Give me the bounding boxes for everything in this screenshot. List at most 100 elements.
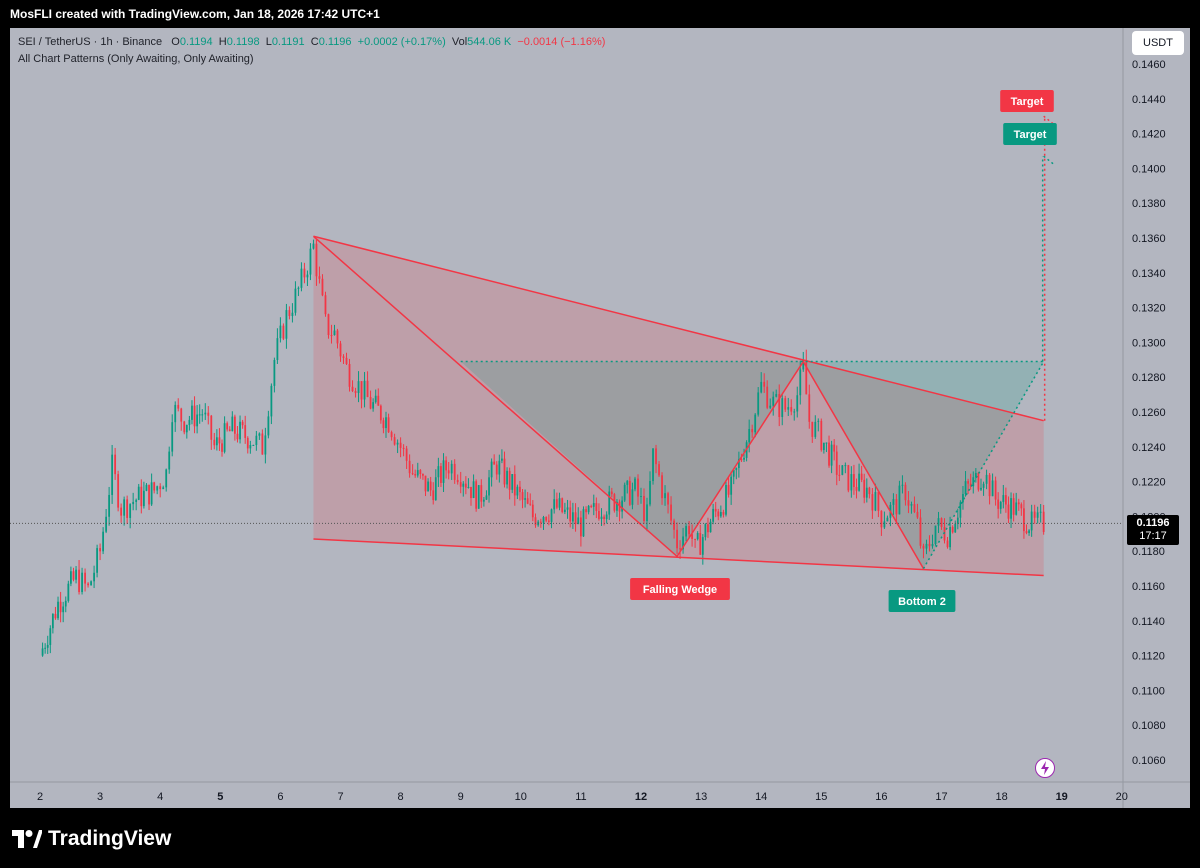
candle-body — [464, 483, 467, 488]
candle-body — [49, 628, 52, 645]
candle-body — [324, 295, 327, 315]
candle-body — [363, 380, 366, 400]
candle-body — [434, 477, 437, 501]
y-tick-label: 0.1260 — [1132, 407, 1166, 419]
candle-body — [670, 504, 672, 521]
candle-body — [600, 516, 603, 519]
candle-body — [414, 474, 417, 476]
candle-body — [285, 310, 288, 339]
candle-body — [730, 476, 733, 495]
volume-change: −0.0014 (−1.16%) — [517, 36, 606, 48]
candle-body — [393, 437, 396, 445]
candle-body — [539, 521, 542, 523]
candle-body — [387, 417, 390, 433]
candle-body — [685, 526, 687, 537]
candle-body — [493, 461, 496, 465]
candle-body — [563, 509, 566, 513]
lightning-icon[interactable] — [1035, 758, 1055, 778]
candle-body — [396, 442, 399, 445]
wedge-target-label-box[interactable] — [1000, 90, 1054, 112]
candle-body — [874, 492, 877, 511]
close-value: 0.1196 — [318, 36, 352, 48]
candle-body — [1023, 508, 1025, 532]
candle-body — [643, 496, 645, 522]
last-price-value: 0.1196 — [1136, 517, 1170, 529]
candle-body — [621, 500, 624, 512]
candle-body — [282, 325, 285, 339]
bottom-target-label[interactable]: Target — [1014, 129, 1047, 141]
candle-body — [928, 543, 931, 547]
currency-button[interactable]: USDT — [1132, 31, 1184, 55]
candle-body — [725, 484, 727, 515]
candle-body — [910, 504, 913, 506]
bottom-target-label-box[interactable] — [1003, 123, 1057, 145]
candle-body — [270, 385, 273, 417]
candle-body — [244, 425, 247, 438]
candle-body — [477, 485, 480, 509]
candle-body — [877, 492, 880, 511]
candle-body — [871, 494, 874, 511]
candle-body — [516, 486, 519, 496]
candle-body — [682, 536, 684, 550]
y-tick-label: 0.1280 — [1132, 372, 1166, 384]
candle-body — [631, 489, 634, 505]
candle-body — [704, 524, 707, 538]
indicator-legend[interactable]: All Chart Patterns (Only Awaiting, Only … — [18, 53, 254, 65]
volume-label: Vol — [451, 36, 468, 48]
candle-body — [330, 335, 333, 337]
candle-body — [51, 613, 54, 629]
y-tick-label: 0.1320 — [1132, 303, 1166, 315]
candle-body — [574, 512, 577, 525]
candle-body — [820, 420, 823, 451]
candle-body — [1015, 502, 1018, 515]
candle-body — [982, 483, 985, 488]
chart-area[interactable]: 0.1460 0.1440 0.1420 0.1400 0.1380 0.1360 0.13… — [10, 28, 1190, 808]
candle-body — [1028, 530, 1030, 534]
candle-body — [778, 394, 781, 417]
candle-body — [868, 487, 871, 495]
candle-body — [664, 493, 666, 499]
candle-body — [709, 521, 712, 533]
candle-body — [712, 508, 715, 522]
x-tick-label: 10 — [515, 791, 527, 803]
tradingview-logo[interactable]: TradingView — [12, 826, 171, 852]
candle-body — [592, 503, 595, 507]
candle-body — [805, 359, 808, 395]
candle-body — [754, 414, 757, 433]
wedge-target-label[interactable]: Target — [1011, 96, 1044, 108]
bottom-2-label[interactable]: Bottom 2 — [898, 596, 946, 608]
candle-body — [855, 487, 858, 491]
y-tick-label: 0.1060 — [1132, 755, 1166, 767]
y-tick-label: 0.1440 — [1132, 94, 1166, 106]
candle-body — [424, 475, 427, 492]
price-chart[interactable]: 0.1460 0.1440 0.1420 0.1400 0.1380 0.1360 0.13… — [10, 28, 1190, 808]
symbol-info[interactable]: SEI / TetherUS · 1h · Binance — [18, 36, 163, 48]
last-price-tag: 0.1196 17:17 — [1127, 515, 1179, 545]
candle-body — [1039, 511, 1042, 513]
y-tick-label: 0.1120 — [1132, 651, 1165, 663]
candle-body — [470, 486, 472, 499]
bottom-2-label-box[interactable] — [888, 590, 956, 612]
candle-body — [156, 486, 159, 491]
y-tick-label: 0.1240 — [1132, 442, 1166, 454]
candle-body — [787, 407, 790, 410]
candle-body — [649, 481, 651, 505]
candle-body — [126, 499, 129, 518]
candle-body — [561, 498, 564, 513]
wedge-upper-line — [313, 235, 1044, 422]
candle-body — [542, 516, 545, 523]
candle-body — [385, 417, 387, 429]
candle-body — [997, 499, 1000, 509]
candle-body — [634, 478, 636, 490]
falling-wedge-label[interactable]: Falling Wedge — [643, 584, 717, 596]
candle-body — [640, 496, 642, 498]
candle-body — [934, 525, 937, 544]
candle-body — [737, 459, 740, 469]
candle-body — [306, 274, 309, 278]
falling-wedge-label-box[interactable] — [630, 578, 730, 600]
candle-body — [501, 458, 503, 461]
candle-body — [57, 601, 59, 619]
candle-body — [185, 424, 188, 433]
open-label: O — [171, 36, 180, 48]
candle-body — [402, 447, 405, 449]
